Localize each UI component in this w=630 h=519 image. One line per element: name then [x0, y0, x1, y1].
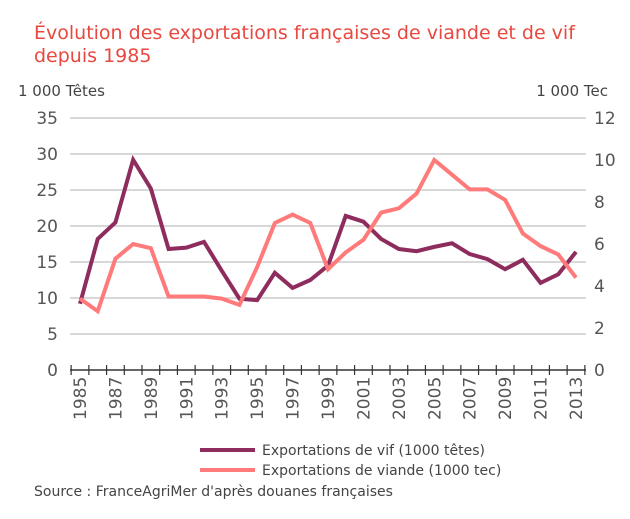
x-tick-label: 1989 [142, 377, 162, 420]
y-left-tick-label: 0 [47, 361, 58, 381]
x-tick-label: 1991 [177, 377, 197, 420]
series-line-vif [78, 154, 578, 305]
y-left-tick-label: 35 [36, 109, 58, 129]
y-left-tick-label: 20 [36, 217, 58, 237]
x-tick-label: 2005 [425, 377, 445, 420]
x-tick-label: 2011 [532, 377, 552, 420]
x-tick-label: 1995 [248, 377, 268, 420]
x-tick-label: 2013 [567, 377, 587, 420]
series-line-viande [78, 156, 578, 315]
legend-label: Exportations de viande (1000 tec) [262, 463, 501, 479]
x-tick-label: 1997 [284, 377, 304, 420]
y-right-tick-label: 2 [594, 319, 605, 339]
x-tick-label: 1985 [71, 377, 91, 420]
source-note: Source : FranceAgriMer d'après douanes f… [34, 484, 393, 500]
y-left-tick-label: 5 [47, 325, 58, 345]
x-tick-label: 2007 [461, 377, 481, 420]
y-right-axis-label: 1 000 Tec [536, 82, 608, 100]
y-left-tick-label: 10 [36, 289, 58, 309]
y-left-tick-label: 30 [36, 145, 58, 165]
x-tick-label: 2009 [496, 377, 516, 420]
y-right-tick-label: 12 [594, 109, 616, 129]
y-right-tick-label: 6 [594, 235, 605, 255]
x-tick-label: 2001 [354, 377, 374, 420]
y-right-tick-label: 8 [594, 193, 605, 213]
y-left-axis-label: 1 000 Têtes [18, 82, 105, 100]
y-right-tick-label: 4 [594, 277, 605, 297]
x-tick-label: 2003 [390, 377, 410, 420]
chart-title: Évolution des exportations françaises de… [34, 22, 575, 67]
y-right-tick-label: 0 [594, 361, 605, 381]
y-right-tick-label: 10 [594, 151, 616, 171]
x-tick-label: 1993 [213, 377, 233, 420]
y-left-tick-label: 15 [36, 253, 58, 273]
y-left-tick-label: 25 [36, 181, 58, 201]
x-tick-label: 1999 [319, 377, 339, 420]
legend-label: Exportations de vif (1000 têtes) [262, 443, 485, 459]
x-tick-label: 1987 [106, 377, 126, 420]
